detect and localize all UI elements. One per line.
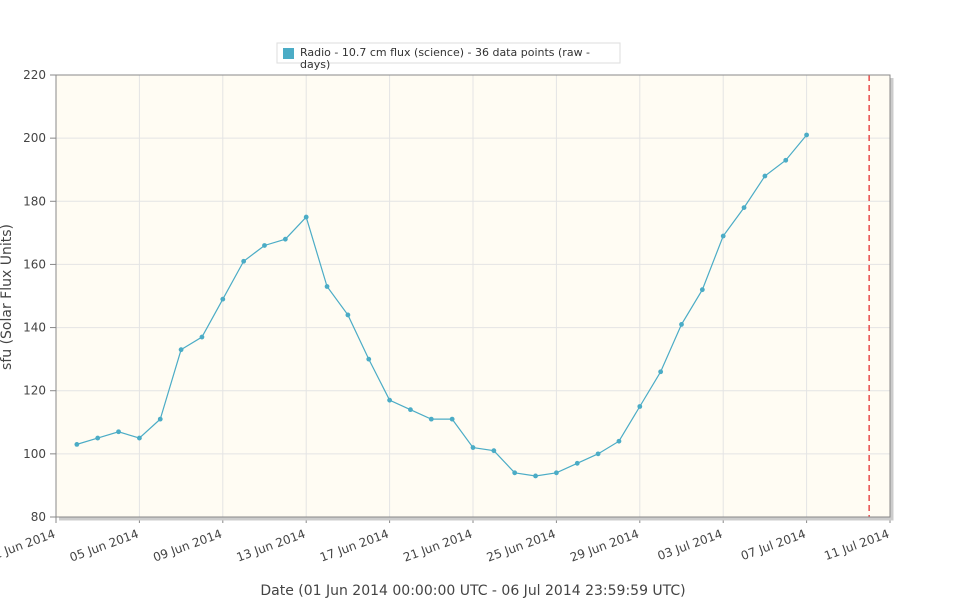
data-point[interactable] bbox=[554, 470, 559, 476]
data-point[interactable] bbox=[533, 473, 538, 479]
data-point[interactable] bbox=[658, 369, 664, 375]
y-tick-label: 120 bbox=[23, 384, 46, 398]
data-point[interactable] bbox=[449, 416, 455, 422]
data-point[interactable] bbox=[720, 233, 726, 239]
data-point[interactable] bbox=[324, 284, 330, 289]
legend[interactable]: Radio - 10.7 cm flux (science) - 36 data… bbox=[276, 42, 621, 71]
data-point[interactable] bbox=[637, 404, 643, 409]
plot-border bbox=[55, 74, 891, 518]
data-point[interactable] bbox=[303, 214, 309, 220]
data-point[interactable] bbox=[428, 416, 434, 422]
x-tick-label: 09 Jun 2014 bbox=[151, 527, 224, 565]
x-tick-label: 17 Jun 2014 bbox=[318, 527, 391, 565]
y-tick-label: 220 bbox=[23, 68, 46, 82]
data-point[interactable] bbox=[157, 416, 163, 422]
plot-shadow bbox=[59, 78, 894, 521]
data-point[interactable] bbox=[282, 236, 288, 242]
data-point[interactable] bbox=[262, 243, 267, 248]
x-axis-title: Date (01 Jun 2014 00:00:00 UTC - 06 Jul … bbox=[260, 583, 685, 599]
data-point[interactable] bbox=[199, 334, 205, 340]
data-point[interactable] bbox=[762, 173, 768, 179]
x-axis-ticks: 01 Jun 2014 05 Jun 2014 09 Jun 2014 13 Jun … bbox=[0, 517, 891, 565]
legend-swatch bbox=[283, 48, 294, 59]
data-point[interactable] bbox=[137, 435, 142, 441]
x-tick-label: 07 Jul 2014 bbox=[739, 527, 808, 563]
x-tick-label: 25 Jun 2014 bbox=[485, 527, 558, 565]
data-point[interactable] bbox=[783, 157, 789, 163]
data-point[interactable] bbox=[491, 448, 497, 454]
data-point[interactable] bbox=[699, 287, 705, 293]
y-tick-label: 200 bbox=[23, 131, 46, 145]
y-tick-label: 80 bbox=[31, 510, 46, 524]
y-axis-ticks: 80 100 120 140 160 180 200 220 bbox=[23, 68, 56, 524]
data-point[interactable] bbox=[804, 132, 809, 138]
y-tick-label: 100 bbox=[23, 447, 46, 461]
x-tick-label: 03 Jul 2014 bbox=[656, 527, 725, 563]
series-group bbox=[74, 132, 809, 479]
grid-lines bbox=[56, 75, 890, 517]
data-point[interactable] bbox=[679, 322, 684, 327]
data-point[interactable] bbox=[741, 205, 747, 211]
data-point[interactable] bbox=[220, 296, 226, 302]
data-point[interactable] bbox=[595, 451, 601, 457]
x-tick-label: 11 Jul 2014 bbox=[822, 527, 891, 563]
data-point[interactable] bbox=[345, 312, 351, 318]
data-point[interactable] bbox=[366, 356, 372, 362]
x-tick-label: 21 Jun 2014 bbox=[401, 527, 474, 565]
x-tick-label: 13 Jun 2014 bbox=[235, 527, 308, 565]
data-point[interactable] bbox=[116, 429, 121, 435]
data-point[interactable] bbox=[74, 441, 80, 447]
data-point[interactable] bbox=[616, 438, 622, 444]
series-line bbox=[76, 134, 808, 477]
x-tick-label: 05 Jun 2014 bbox=[68, 527, 141, 565]
y-tick-label: 160 bbox=[23, 257, 46, 271]
x-tick-label: 01 Jun 2014 bbox=[0, 527, 57, 565]
legend-box bbox=[276, 42, 621, 64]
y-tick-label: 180 bbox=[23, 194, 46, 208]
x-tick-label: 29 Jun 2014 bbox=[568, 527, 641, 565]
data-point[interactable] bbox=[95, 435, 101, 441]
y-tick-label: 140 bbox=[23, 321, 46, 335]
data-point[interactable] bbox=[178, 347, 184, 353]
data-point[interactable] bbox=[408, 407, 413, 413]
data-point[interactable] bbox=[470, 445, 476, 450]
data-point[interactable] bbox=[387, 397, 392, 403]
y-axis-title: sfu (Solar Flux Units) bbox=[0, 224, 15, 370]
legend-label: Radio - 10.7 cm flux (science) - 36 data… bbox=[300, 46, 594, 71]
data-point[interactable] bbox=[574, 460, 580, 466]
data-point[interactable] bbox=[241, 258, 247, 264]
data-point[interactable] bbox=[512, 470, 518, 476]
